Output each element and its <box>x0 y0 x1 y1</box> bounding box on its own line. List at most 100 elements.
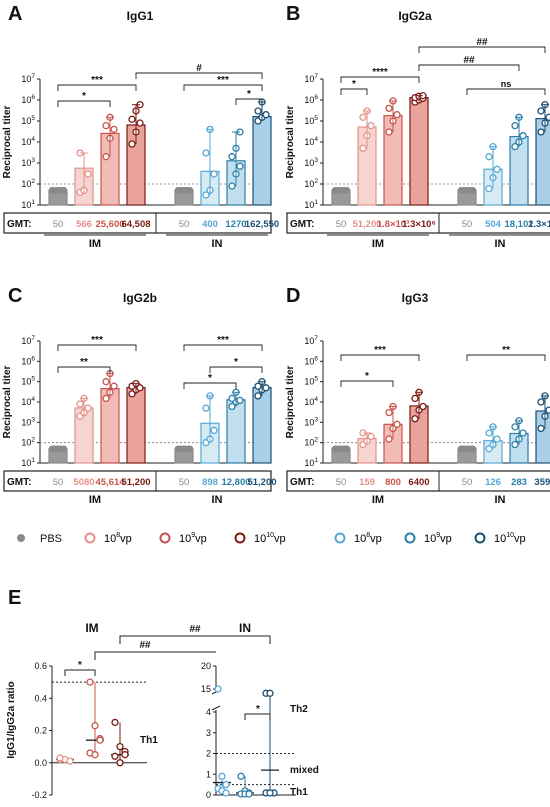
bar <box>126 386 146 464</box>
panel-e-axis-break <box>211 689 221 711</box>
y-axis-label: Reciprocal titer <box>2 365 13 438</box>
gmt-value: 800 <box>385 477 401 488</box>
panel-e-im-point <box>86 678 94 686</box>
significance-label: * <box>82 91 86 102</box>
gmt-value: 1270 <box>225 219 246 230</box>
panel-e-in-point <box>237 772 245 780</box>
data-point <box>102 378 110 386</box>
gmt-label: GMT: <box>290 219 314 230</box>
data-point <box>537 398 545 406</box>
panel-label-A: A <box>8 3 22 25</box>
group-label-im: IM <box>372 494 384 506</box>
data-point <box>393 420 401 428</box>
gmt-value: 64,508 <box>121 219 150 230</box>
y-tick-label: 102 <box>21 437 35 448</box>
panel-e-im-bracket <box>64 669 96 676</box>
data-point <box>210 426 218 435</box>
significance-bracket <box>235 98 263 105</box>
data-point <box>343 187 351 194</box>
data-point <box>228 402 236 411</box>
data-point <box>411 415 419 423</box>
significance-bracket <box>183 84 263 91</box>
data-point <box>84 404 92 412</box>
data-point <box>343 445 351 453</box>
gmt-box <box>3 212 272 234</box>
legend-label: 1010vp <box>494 532 526 545</box>
data-point <box>254 392 262 400</box>
panel-title-IgG2b: IgG2b <box>123 291 157 305</box>
gmt-value: 50 <box>336 219 347 230</box>
y-tick-label: 106 <box>304 355 318 366</box>
significance-bracket <box>418 64 520 71</box>
data-point <box>210 170 218 178</box>
significance-bracket <box>209 366 263 373</box>
data-point <box>493 435 501 443</box>
data-point <box>262 111 270 119</box>
y-tick-label: 103 <box>21 416 35 427</box>
data-point <box>202 404 210 412</box>
y-tick-label: 101 <box>21 457 35 468</box>
gmt-value: 159 <box>359 477 375 488</box>
data-point <box>60 445 68 453</box>
y-tick-label: 103 <box>304 157 318 168</box>
panel-e-in-tick-label: 20 <box>201 661 211 671</box>
panel-e-th2-label: Th2 <box>290 704 308 715</box>
significance-label: * <box>352 79 356 90</box>
panel-e-in-tick-label: 3 <box>206 728 211 738</box>
legend-pbs-marker <box>17 534 25 542</box>
data-point <box>254 107 262 115</box>
gmt-value: 400 <box>202 219 218 230</box>
panel-e-label-in: IN <box>239 621 251 635</box>
gmt-value: 3592 <box>534 477 550 488</box>
group-label-im: IM <box>89 238 101 250</box>
legend-marker <box>234 532 246 544</box>
significance-label: *** <box>91 75 103 86</box>
gmt-value: 51,200 <box>352 219 381 230</box>
y-tick-label: 106 <box>21 355 35 366</box>
panel-e-hash-label-2: ## <box>139 640 151 651</box>
data-point <box>128 115 136 123</box>
significance-label: ## <box>476 37 488 48</box>
gmt-value: 5080 <box>73 477 94 488</box>
y-tick-label: 107 <box>304 73 318 84</box>
group-label-im: IM <box>89 494 101 506</box>
group-label-im: IM <box>372 238 384 250</box>
gmt-value: 898 <box>202 477 218 488</box>
data-point <box>469 187 477 194</box>
data-point <box>359 113 367 121</box>
data-point <box>102 394 110 403</box>
significance-label: ** <box>502 345 510 356</box>
data-point <box>385 128 393 136</box>
panel-title-IgG1: IgG1 <box>127 9 154 23</box>
y-tick-label: 107 <box>304 335 318 346</box>
significance-label: * <box>234 357 238 368</box>
data-point <box>236 162 244 170</box>
legend-marker <box>474 532 486 544</box>
gmt-value: 50 <box>179 219 190 230</box>
panel-e-im-tick-label: 0.4 <box>34 693 47 703</box>
legend-marker <box>404 532 416 544</box>
data-point <box>367 122 375 130</box>
y-tick-label: 102 <box>304 178 318 189</box>
panel-e-in-point <box>214 685 222 693</box>
data-point <box>228 182 236 190</box>
panel-e-im-sig: * <box>78 660 82 671</box>
panel-e-hash-label-1: ## <box>189 624 201 635</box>
data-point <box>367 432 375 441</box>
significance-bracket <box>57 344 137 351</box>
y-tick-label: 105 <box>21 376 35 387</box>
y-tick-label: 105 <box>21 115 35 126</box>
gmt-value: 50 <box>53 219 64 230</box>
data-point <box>537 107 545 115</box>
data-point <box>493 165 501 173</box>
panel-label-B: B <box>286 3 300 25</box>
significance-label: *** <box>217 335 229 346</box>
significance-label: ** <box>80 357 88 368</box>
panel-e-hash-bracket-2 <box>94 651 216 660</box>
data-point <box>228 394 236 403</box>
gmt-box <box>286 212 550 234</box>
legend-label: 109vp <box>179 532 207 545</box>
significance-label: **** <box>372 67 388 78</box>
legend-pbs-label: PBS <box>40 533 62 545</box>
y-tick-label: 106 <box>21 94 35 105</box>
